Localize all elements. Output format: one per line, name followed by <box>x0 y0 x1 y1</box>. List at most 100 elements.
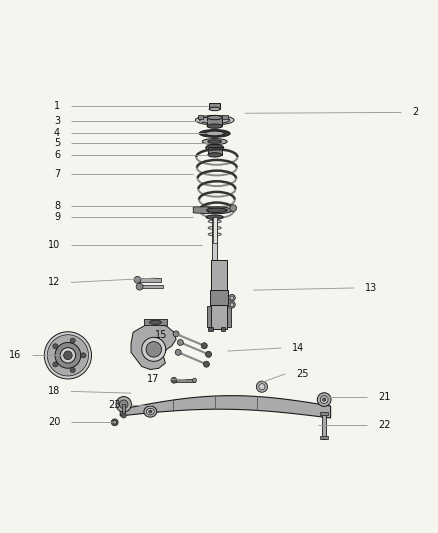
Bar <box>174 378 194 382</box>
Ellipse shape <box>207 124 223 128</box>
Text: 12: 12 <box>48 277 60 287</box>
Bar <box>209 103 220 109</box>
Bar <box>322 413 326 440</box>
Bar <box>211 305 227 329</box>
Ellipse shape <box>199 130 230 138</box>
Circle shape <box>230 303 233 306</box>
Text: 9: 9 <box>54 212 60 222</box>
Circle shape <box>121 413 126 418</box>
Bar <box>227 306 231 327</box>
Circle shape <box>230 205 237 212</box>
Ellipse shape <box>148 410 152 413</box>
Ellipse shape <box>208 153 222 157</box>
Bar <box>221 327 226 331</box>
Text: 21: 21 <box>378 392 390 401</box>
Circle shape <box>229 294 235 301</box>
Circle shape <box>53 344 58 349</box>
Circle shape <box>134 277 141 283</box>
Ellipse shape <box>202 139 227 144</box>
Ellipse shape <box>149 320 162 325</box>
Circle shape <box>320 395 328 403</box>
Text: 4: 4 <box>54 128 60 138</box>
Text: 5: 5 <box>54 138 60 148</box>
Circle shape <box>175 349 181 356</box>
Circle shape <box>120 400 128 409</box>
Bar <box>208 147 222 155</box>
Circle shape <box>60 348 76 363</box>
Bar <box>207 118 223 126</box>
Ellipse shape <box>195 116 234 125</box>
Text: 8: 8 <box>54 200 60 211</box>
Circle shape <box>317 393 331 407</box>
Bar <box>207 306 211 327</box>
Bar <box>212 217 217 260</box>
Text: 15: 15 <box>155 330 167 340</box>
Bar <box>140 285 163 288</box>
Text: 6: 6 <box>54 150 60 160</box>
Text: 7: 7 <box>54 169 60 179</box>
Bar <box>320 411 328 415</box>
Circle shape <box>205 351 212 357</box>
Circle shape <box>136 283 143 290</box>
Text: 17: 17 <box>147 374 159 384</box>
Bar <box>320 435 328 440</box>
Text: 14: 14 <box>292 343 304 353</box>
Ellipse shape <box>144 406 157 417</box>
Bar <box>212 217 217 243</box>
Bar <box>223 115 228 119</box>
Circle shape <box>177 340 184 345</box>
Circle shape <box>64 351 72 360</box>
Ellipse shape <box>200 117 230 124</box>
Text: 20: 20 <box>48 417 60 427</box>
Text: 1: 1 <box>54 101 60 111</box>
Circle shape <box>230 296 233 300</box>
Ellipse shape <box>208 140 222 143</box>
Circle shape <box>192 378 197 382</box>
Bar <box>208 327 212 331</box>
Text: 25: 25 <box>296 369 309 379</box>
Circle shape <box>322 398 326 401</box>
Circle shape <box>53 362 58 367</box>
Circle shape <box>173 331 179 337</box>
Bar <box>144 319 167 325</box>
Ellipse shape <box>146 408 154 415</box>
Polygon shape <box>193 207 208 214</box>
Polygon shape <box>131 324 176 369</box>
Ellipse shape <box>205 131 224 136</box>
Bar <box>198 115 203 119</box>
Text: 10: 10 <box>48 240 60 250</box>
Bar <box>211 260 227 305</box>
Ellipse shape <box>207 116 223 120</box>
Circle shape <box>55 343 81 368</box>
Ellipse shape <box>206 144 224 151</box>
Circle shape <box>111 419 118 426</box>
Circle shape <box>229 301 235 308</box>
Ellipse shape <box>201 207 232 214</box>
Circle shape <box>47 335 88 376</box>
Ellipse shape <box>206 215 223 219</box>
Circle shape <box>81 353 86 358</box>
Text: 16: 16 <box>9 350 21 360</box>
Text: 3: 3 <box>54 116 60 126</box>
Text: 13: 13 <box>365 283 377 293</box>
Circle shape <box>146 342 162 357</box>
Circle shape <box>70 367 75 373</box>
Bar <box>138 278 161 281</box>
Ellipse shape <box>207 208 227 213</box>
Text: 22: 22 <box>378 421 390 430</box>
Circle shape <box>116 397 131 412</box>
Circle shape <box>70 338 75 343</box>
Circle shape <box>203 361 209 367</box>
Circle shape <box>171 377 177 383</box>
Circle shape <box>259 384 265 390</box>
Bar <box>209 290 229 305</box>
Text: 2: 2 <box>412 108 418 117</box>
Text: 18: 18 <box>48 386 60 397</box>
Circle shape <box>201 343 207 349</box>
Bar <box>122 405 125 415</box>
Text: 23: 23 <box>108 400 120 410</box>
Polygon shape <box>120 395 331 418</box>
Circle shape <box>44 332 92 379</box>
Circle shape <box>113 421 117 424</box>
Ellipse shape <box>209 107 220 111</box>
